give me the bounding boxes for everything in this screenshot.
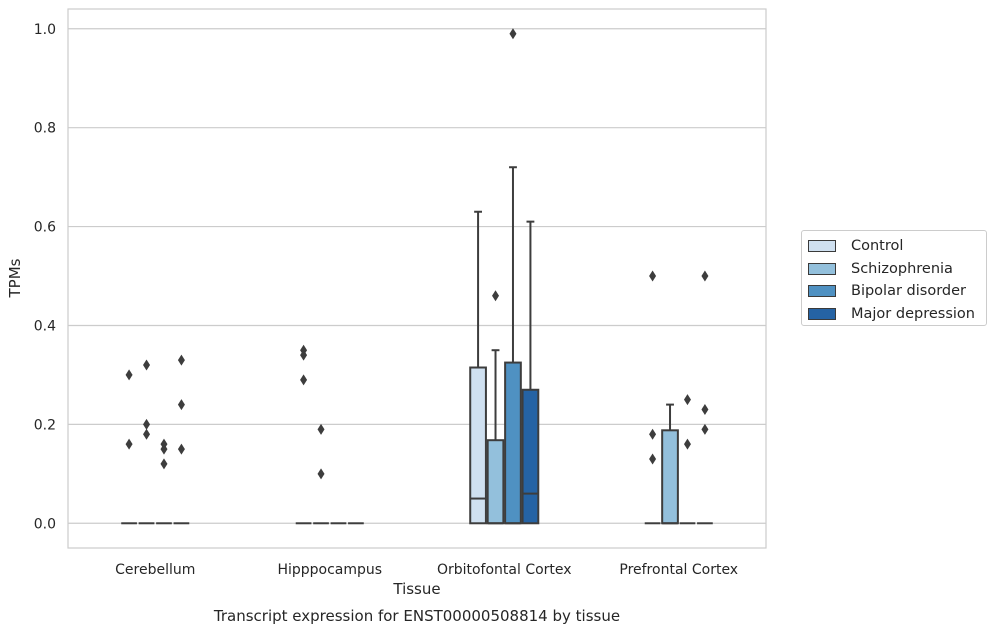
x-axis-label: Tissue xyxy=(392,580,440,598)
box xyxy=(469,366,487,525)
box-series xyxy=(121,28,713,525)
outlier-point xyxy=(701,423,709,435)
outlier-point xyxy=(509,28,517,40)
y-tick-label: 0.6 xyxy=(34,220,56,236)
outlier-point xyxy=(125,438,133,450)
box-group xyxy=(661,403,679,525)
chart-title: Transcript expression for ENST0000050881… xyxy=(213,607,620,625)
outlier-point xyxy=(143,428,151,440)
box-group xyxy=(521,220,540,525)
y-tick-label: 0.0 xyxy=(34,516,56,532)
legend-item-major-depression: Major depression xyxy=(808,303,986,326)
outlier-point xyxy=(300,374,308,386)
legend-swatch xyxy=(808,262,836,275)
legend-item-schizophrenia: Schizophrenia xyxy=(808,258,986,281)
outlier-point xyxy=(492,290,500,302)
legend-swatch xyxy=(808,307,836,320)
outlier-point xyxy=(177,354,185,366)
y-axis-label: TPMs xyxy=(6,258,24,298)
outlier-point xyxy=(143,359,151,371)
legend-label: Control xyxy=(851,238,904,255)
y-tick-label: 0.2 xyxy=(34,417,56,433)
box-group xyxy=(504,28,522,525)
outlier-point xyxy=(177,443,185,455)
legend-label: Major depression xyxy=(851,305,975,322)
box-group xyxy=(697,270,713,525)
box-group xyxy=(679,394,696,525)
box-group xyxy=(156,438,172,525)
x-tick-label: Cerebellum xyxy=(115,562,195,578)
outlier-point xyxy=(649,453,657,465)
outlier-point xyxy=(701,404,709,416)
box xyxy=(504,361,522,525)
box-group xyxy=(486,290,505,525)
x-tick-label: Orbitofontal Cortex xyxy=(437,562,572,578)
box-group xyxy=(121,369,137,525)
legend: Control Schizophrenia Bipolar disorder M… xyxy=(801,230,987,326)
outlier-point xyxy=(317,468,325,480)
legend-label: Schizophrenia xyxy=(851,260,953,277)
outlier-point xyxy=(649,428,657,440)
y-tick-label: 1.0 xyxy=(34,22,56,38)
outlier-point xyxy=(701,270,709,282)
box xyxy=(521,388,540,525)
box-group xyxy=(469,210,487,525)
outlier-point xyxy=(160,458,168,470)
outlier-point xyxy=(683,394,691,406)
legend-label: Bipolar disorder xyxy=(851,283,966,300)
legend-swatch xyxy=(808,285,836,298)
legend-swatch xyxy=(808,240,836,253)
box-group xyxy=(295,344,312,525)
outlier-point xyxy=(125,369,133,381)
y-tick-label: 0.8 xyxy=(34,121,56,137)
legend-item-bipolar-disorder: Bipolar disorder xyxy=(808,280,986,303)
outlier-point xyxy=(177,399,185,411)
outlier-point xyxy=(143,418,151,430)
box-group xyxy=(644,270,661,525)
box xyxy=(486,439,505,525)
box-group xyxy=(313,423,329,525)
legend-item-control: Control xyxy=(808,235,986,258)
x-tick-label: Hipppocampus xyxy=(277,562,382,578)
x-tick-label: Prefrontal Cortex xyxy=(619,562,738,578)
outlier-point xyxy=(160,443,168,455)
x-tick-labels: Cerebellum Hipppocampus Orbitofontal Corte… xyxy=(115,562,738,578)
outlier-point xyxy=(683,438,691,450)
y-tick-labels: 0.0 0.2 0.4 0.6 0.8 1.0 xyxy=(34,22,56,532)
plot-frame xyxy=(67,8,767,549)
outlier-point xyxy=(300,349,308,361)
box-group xyxy=(138,359,155,525)
outlier-point xyxy=(317,423,325,435)
box xyxy=(661,429,679,525)
box-group xyxy=(173,354,190,525)
y-tick-label: 0.4 xyxy=(34,318,56,334)
outlier-point xyxy=(649,270,657,282)
